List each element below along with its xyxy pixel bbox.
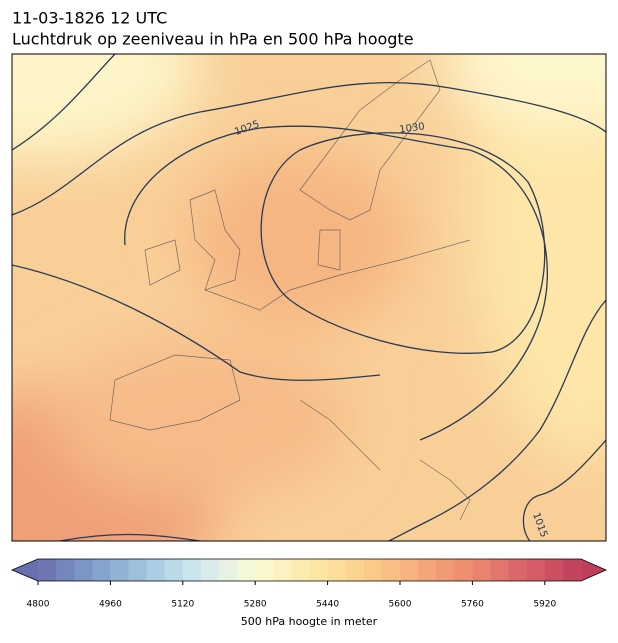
colorbar-tick-label: 5600 — [389, 600, 412, 610]
colorbar-block — [92, 559, 111, 581]
colorbar-block — [273, 559, 292, 581]
colorbar-block — [363, 559, 383, 581]
colorbar-block — [56, 559, 75, 581]
colorbar-block — [200, 559, 220, 581]
colorbar-block — [418, 559, 437, 581]
colorbar-block — [291, 559, 310, 581]
colorbar-block — [544, 559, 564, 581]
colorbar-tick-label: 5760 — [461, 600, 484, 610]
colorbar-block — [381, 559, 401, 581]
map: 1025 1030 1015 — [12, 54, 606, 541]
colorbar-tick-label: 4960 — [99, 600, 122, 610]
map-frame — [11, 53, 607, 542]
colorbar-block — [182, 559, 202, 581]
colorbar-block — [454, 559, 473, 581]
colorbar-block — [146, 559, 166, 581]
colorbar-tick-label: 4800 — [27, 600, 50, 610]
title: 11-03-1826 12 UTC — [12, 9, 167, 28]
colorbar-block — [74, 559, 93, 581]
colorbar-block — [219, 559, 238, 581]
colorbar-block — [327, 559, 347, 581]
isobars — [12, 54, 606, 541]
colorbar-tick-label: 5120 — [171, 600, 194, 610]
colorbar-block — [562, 559, 582, 581]
colorbar-block — [38, 559, 57, 581]
colorbar-extend-high — [581, 559, 606, 581]
colorbar-block — [128, 559, 148, 581]
colorbar-block — [400, 559, 419, 581]
subtitle: Luchtdruk op zeeniveau in hPa en 500 hPa… — [12, 30, 414, 49]
colorbar-block — [436, 559, 455, 581]
colorbar-block — [345, 559, 365, 581]
colorbar-block — [164, 559, 184, 581]
colorbar-block — [237, 559, 256, 581]
colorbar-tick-label: 5920 — [533, 600, 556, 610]
colorbar-extend-low — [12, 559, 38, 581]
colorbar-block — [110, 559, 129, 581]
colorbar-block — [309, 559, 329, 581]
colorbar-label: 500 hPa hoogte in meter — [241, 615, 378, 628]
contour-label: 1030 — [399, 121, 426, 135]
height-field — [12, 54, 606, 541]
colorbar-block — [255, 559, 274, 581]
colorbar-block — [508, 559, 528, 581]
colorbar-outline — [10, 558, 607, 582]
colorbar-tick-label: 5440 — [316, 600, 339, 610]
colorbar: 4800 4960 5120 5280 5440 5600 5760 5920 — [10, 558, 607, 610]
colorbar-block — [526, 559, 546, 581]
colorbar-tick-label: 5280 — [244, 600, 267, 610]
colorbar-block — [490, 559, 510, 581]
colorbar-block — [472, 559, 491, 581]
